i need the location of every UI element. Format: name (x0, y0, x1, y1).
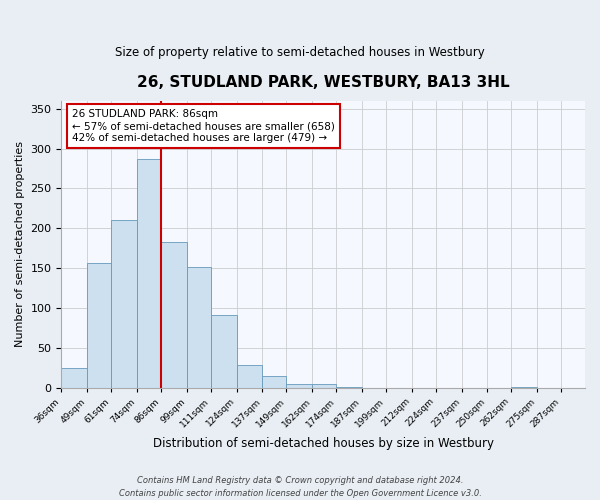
Bar (211, 315, 236, 388)
Bar (61, 368, 87, 388)
Bar (312, 384, 336, 388)
Text: 26 STUDLAND PARK: 86sqm
← 57% of semi-detached houses are smaller (658)
42% of s: 26 STUDLAND PARK: 86sqm ← 57% of semi-de… (72, 110, 335, 142)
Text: Contains HM Land Registry data © Crown copyright and database right 2024.
Contai: Contains HM Land Registry data © Crown c… (119, 476, 481, 498)
Bar (137, 159, 161, 388)
Bar (262, 376, 286, 388)
Bar (236, 366, 262, 388)
Bar (187, 266, 211, 388)
Bar (336, 387, 362, 388)
Bar (511, 387, 537, 388)
Bar (87, 262, 111, 388)
Bar (286, 384, 312, 388)
X-axis label: Distribution of semi-detached houses by size in Westbury: Distribution of semi-detached houses by … (153, 437, 494, 450)
Text: Size of property relative to semi-detached houses in Westbury: Size of property relative to semi-detach… (115, 46, 485, 59)
Bar (111, 220, 137, 388)
Title: 26, STUDLAND PARK, WESTBURY, BA13 3HL: 26, STUDLAND PARK, WESTBURY, BA13 3HL (137, 75, 509, 90)
Y-axis label: Number of semi-detached properties: Number of semi-detached properties (15, 141, 25, 347)
Bar (161, 242, 187, 388)
